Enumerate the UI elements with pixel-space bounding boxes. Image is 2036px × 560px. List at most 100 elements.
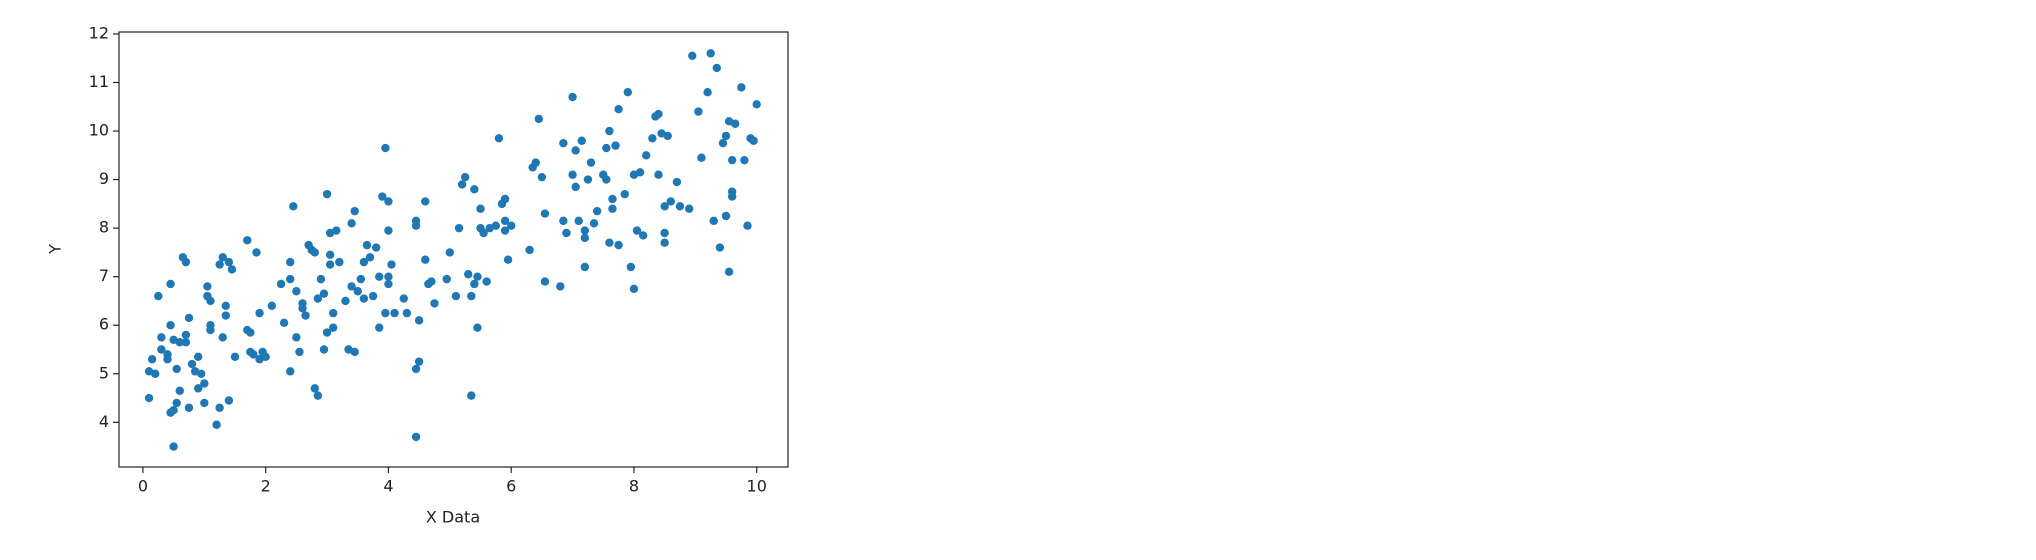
point (279, 318, 289, 328)
point (181, 330, 191, 340)
point (325, 250, 335, 260)
point (375, 272, 384, 281)
x-tick-label: 10 (747, 477, 767, 496)
point (206, 325, 215, 335)
point (592, 206, 602, 216)
point (261, 352, 270, 361)
point (605, 238, 614, 247)
point (586, 158, 596, 167)
y-tick-label: 6 (99, 315, 109, 334)
point (537, 172, 547, 182)
point (172, 364, 181, 374)
point (614, 104, 623, 114)
point (626, 262, 636, 272)
point (562, 228, 571, 238)
point (384, 197, 393, 206)
point (411, 364, 421, 374)
x-tick-label: 4 (383, 477, 393, 496)
y-tick-label: 4 (99, 412, 109, 431)
point (660, 238, 669, 247)
point (175, 386, 184, 395)
point (577, 136, 586, 145)
point (206, 296, 215, 306)
point (175, 338, 184, 347)
point (467, 291, 476, 301)
point (203, 282, 212, 291)
point (470, 279, 479, 289)
point (313, 294, 323, 303)
point (467, 391, 476, 400)
x-tick-label: 2 (261, 477, 271, 496)
point (500, 226, 510, 235)
point (454, 223, 464, 233)
point (663, 131, 672, 141)
point (568, 170, 577, 179)
point (329, 323, 338, 332)
point (470, 185, 479, 194)
point (286, 367, 295, 376)
point (378, 192, 387, 201)
point (218, 253, 227, 262)
point (580, 226, 590, 235)
point (712, 63, 722, 73)
point (473, 323, 482, 332)
point (457, 180, 467, 189)
point (255, 308, 264, 318)
point (540, 277, 550, 286)
point (731, 119, 740, 128)
point (218, 333, 227, 342)
point (365, 253, 375, 262)
point (163, 355, 172, 364)
point (623, 88, 633, 97)
point (494, 134, 504, 143)
point (325, 260, 335, 269)
point (144, 393, 154, 403)
point (589, 219, 599, 228)
point (169, 442, 178, 451)
point (313, 391, 323, 400)
point (703, 88, 712, 97)
point (697, 153, 706, 162)
point (473, 272, 482, 281)
point (169, 405, 178, 415)
point (411, 432, 421, 442)
x-tick-label: 6 (506, 477, 516, 496)
point (341, 296, 350, 306)
point (724, 267, 734, 277)
point (706, 49, 715, 58)
point (356, 274, 366, 284)
point (654, 109, 663, 119)
point (411, 216, 421, 226)
point (332, 226, 341, 235)
point (580, 233, 590, 243)
point (430, 299, 439, 308)
point (602, 175, 611, 184)
point (583, 175, 593, 184)
point (301, 311, 310, 320)
point (638, 231, 648, 240)
point (224, 396, 234, 405)
point (559, 138, 568, 148)
point (715, 243, 725, 252)
point (368, 291, 378, 301)
point (286, 257, 295, 267)
point (350, 206, 359, 216)
point (276, 279, 286, 289)
point (571, 146, 580, 155)
point (571, 182, 580, 192)
point (445, 248, 455, 257)
point (556, 282, 565, 291)
point (249, 350, 258, 359)
point (727, 155, 737, 165)
x-axis-label: X Data (426, 508, 480, 527)
point (574, 216, 583, 226)
point (200, 379, 209, 388)
point (289, 202, 298, 211)
point (243, 236, 252, 245)
point (172, 398, 181, 408)
point (187, 359, 197, 369)
point (322, 328, 332, 337)
point (727, 187, 737, 196)
point (157, 333, 166, 342)
